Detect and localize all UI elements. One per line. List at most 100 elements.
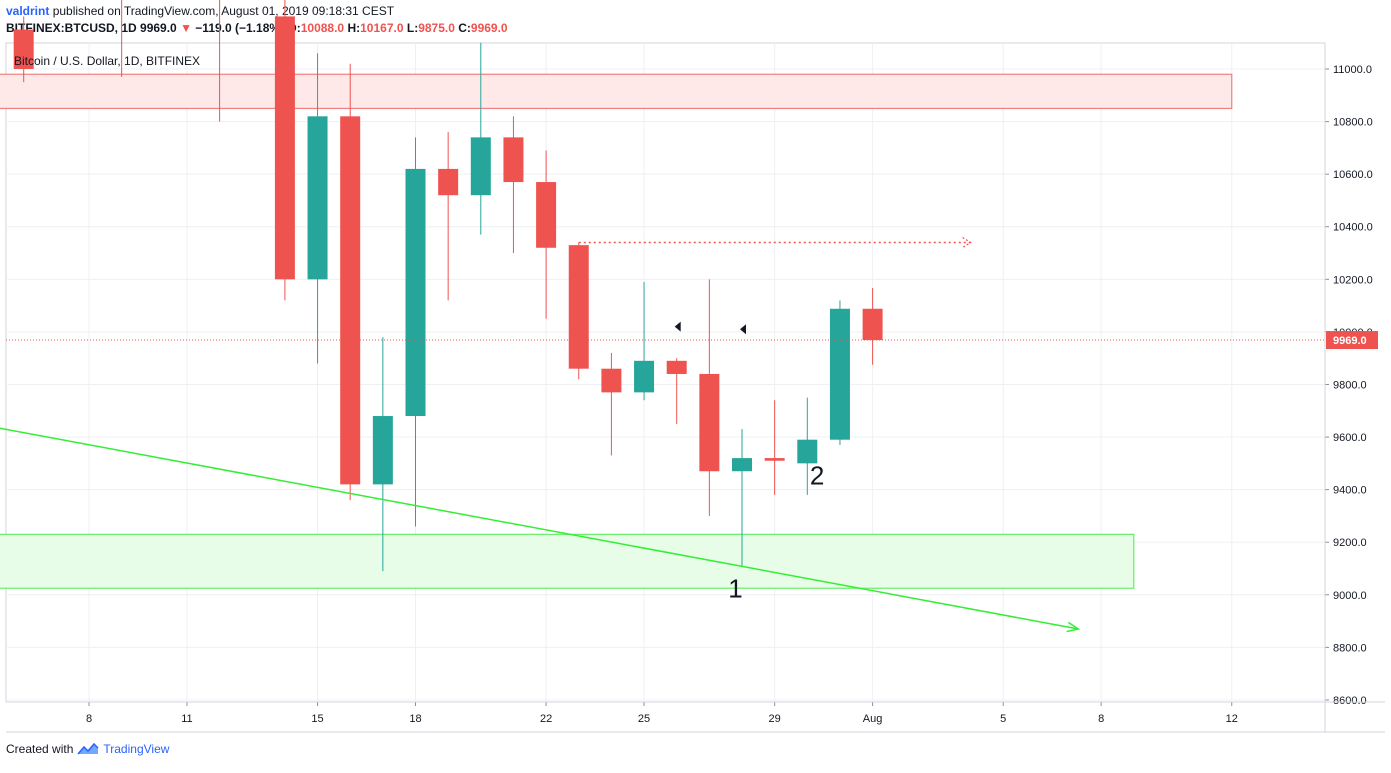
y-tick-label: 9000.0 [1333,590,1367,602]
candle-body[interactable] [13,29,34,69]
tradingview-logo-icon [77,742,99,755]
candle[interactable] [568,242,589,380]
y-tick-label: 9600.0 [1333,432,1367,444]
candle[interactable] [862,287,883,365]
candle-body[interactable] [634,360,655,393]
series-legend: Bitcoin / U.S. Dollar, 1D, BITFINEX [14,54,200,68]
candles[interactable] [13,0,883,572]
publish-info: valdrint published on TradingView.com, A… [6,4,394,18]
drawings: 12 [0,237,1325,633]
candle-body[interactable] [340,116,361,485]
candle-body[interactable] [307,116,328,280]
price-change: −119.0 (−1.18%) [195,21,285,35]
author-name[interactable]: valdrint [6,4,50,18]
footer: Created with TradingView [6,742,169,756]
candle[interactable] [210,0,230,122]
open-value: 10088.0 [300,21,345,35]
high-label: H: [347,21,361,35]
candle-body[interactable] [764,458,785,461]
down-arrow-icon: ▼ [180,21,192,35]
candle[interactable] [797,397,818,495]
high-value: 10167.0 [360,21,404,35]
zones [0,73,1233,589]
y-tick-label: 11000.0 [1333,64,1372,76]
trend-arrow-head [1066,621,1081,633]
candle-body[interactable] [666,360,687,374]
y-tick-label: 8600.0 [1333,695,1367,707]
candle-body[interactable] [699,373,720,472]
candle[interactable] [536,150,557,319]
x-tick-label: 29 [769,713,781,725]
x-tick-label: 25 [638,713,650,725]
candle[interactable] [372,337,393,572]
low-value: 9875.0 [418,21,455,35]
candle-body[interactable] [568,245,589,369]
candle[interactable] [13,16,34,83]
last-price-label: 9969.0 [1333,335,1367,347]
x-tick-label: 18 [409,713,421,725]
chart-annotation: 1 [728,573,742,603]
candle-body[interactable] [797,439,818,464]
tradingview-brand[interactable]: TradingView [103,742,170,756]
candle-body[interactable] [732,458,752,472]
y-tick-label: 9800.0 [1333,379,1367,391]
candle[interactable] [601,352,622,456]
x-tick-label: 11 [181,713,192,725]
x-tick-label: 8 [86,713,92,725]
ohlc-header: BITFINEX:BTCUSD, 1D 9969.0 ▼ −119.0 (−1.… [6,21,508,35]
chart-annotation: 2 [810,460,824,490]
candle-body[interactable] [372,416,393,485]
publish-text: published on TradingView.com, August 01,… [52,4,395,18]
candle[interactable] [470,42,491,235]
grid-lines [5,42,1326,703]
x-tick-label: 8 [1098,713,1104,725]
candle[interactable] [732,429,752,566]
candle[interactable] [307,53,328,364]
resistance-zone [0,73,1233,110]
marker-triangle [674,321,681,332]
candle[interactable] [503,116,524,254]
candle[interactable] [699,279,720,516]
candle[interactable] [438,132,459,301]
x-tick-label: 5 [1000,713,1006,725]
x-tick-label: Aug [863,713,883,725]
candle[interactable] [274,0,295,301]
trend-line [0,427,1079,630]
close-label: C: [458,21,471,35]
candle[interactable] [666,358,687,424]
candle[interactable] [405,137,426,527]
close-value: 9969.0 [470,21,508,35]
candle[interactable] [340,63,361,501]
candle-body[interactable] [438,168,459,196]
candle-body[interactable] [503,137,524,183]
last-price: 9969.0 [140,21,177,35]
y-tick-label: 10400.0 [1333,222,1373,234]
candle-body[interactable] [405,168,426,417]
last-price-badge [1326,331,1378,350]
x-tick-label: 22 [540,713,552,725]
candle-body[interactable] [536,182,557,248]
candle[interactable] [829,300,850,445]
marker-triangle [740,324,746,335]
y-tick-label: 10800.0 [1333,117,1373,129]
candle-body[interactable] [601,368,622,393]
y-tick-label: 10600.0 [1333,169,1373,181]
candle[interactable] [764,400,785,495]
candle-body[interactable] [862,308,883,341]
support-zone [0,533,1135,589]
candle-body[interactable] [274,16,295,280]
candle-body[interactable] [829,308,850,440]
candle-body[interactable] [470,137,491,196]
candle[interactable] [634,281,655,401]
x-tick-label: 12 [1226,713,1238,725]
candle[interactable] [112,0,132,77]
created-with-text: Created with [6,742,74,756]
axes: 11000.010800.010600.010400.010200.010000… [6,43,1385,733]
low-label: L: [406,21,419,35]
projection-arrow-head [962,237,972,249]
y-tick-label: 9400.0 [1333,485,1367,497]
x-tick-label: 15 [311,713,323,725]
y-tick-label: 9200.0 [1333,537,1367,549]
